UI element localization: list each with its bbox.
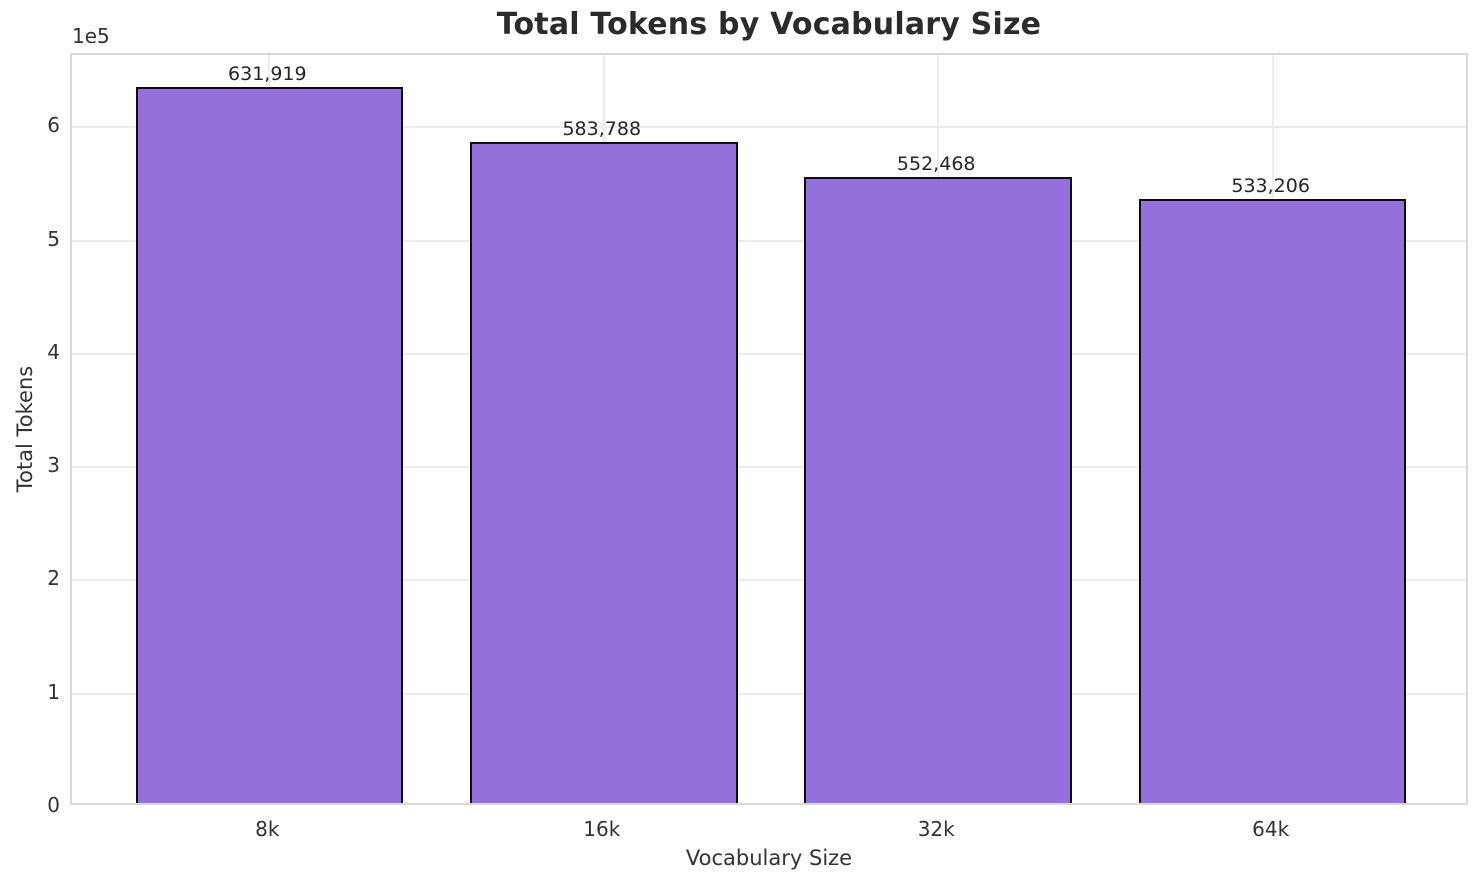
x-tick-label-64k: 64k — [1252, 817, 1290, 841]
bar-32k — [804, 177, 1072, 803]
y-gridline-4 — [72, 352, 1466, 355]
x-tick-label-16k: 16k — [583, 817, 621, 841]
x-tick-label-8k: 8k — [255, 817, 280, 841]
bar-8k — [135, 87, 404, 803]
y-tick-label-3: 3 — [47, 453, 60, 478]
y-gridline-3 — [72, 466, 1466, 469]
chart-title: Total Tokens by Vocabulary Size — [496, 7, 1042, 42]
y-tick-label-6: 6 — [47, 113, 60, 138]
plot-area — [70, 53, 1468, 805]
y-axis-offset-label: 1e5 — [72, 24, 110, 48]
y-tick-label-2: 2 — [47, 566, 60, 591]
y-gridline-1 — [72, 692, 1466, 695]
y-tick-label-0: 0 — [47, 793, 60, 817]
bar-value-label-16k: 583,788 — [562, 117, 642, 140]
y-tick-label-1: 1 — [47, 679, 60, 704]
bar-64k — [1138, 199, 1407, 803]
bar-value-label-32k: 552,468 — [896, 153, 976, 176]
y-gridline-2 — [72, 579, 1466, 582]
bar-16k — [469, 141, 738, 803]
x-axis-label: Vocabulary Size — [685, 846, 853, 870]
bar-value-label-64k: 533,206 — [1231, 175, 1310, 198]
y-gridline-6 — [72, 126, 1466, 129]
x-tick-label-32k: 32k — [917, 817, 955, 841]
y-gridline-5 — [72, 239, 1466, 242]
y-tick-label-5: 5 — [47, 226, 60, 251]
bar-value-label-8k: 631,919 — [228, 63, 307, 86]
y-tick-label-4: 4 — [47, 339, 60, 364]
